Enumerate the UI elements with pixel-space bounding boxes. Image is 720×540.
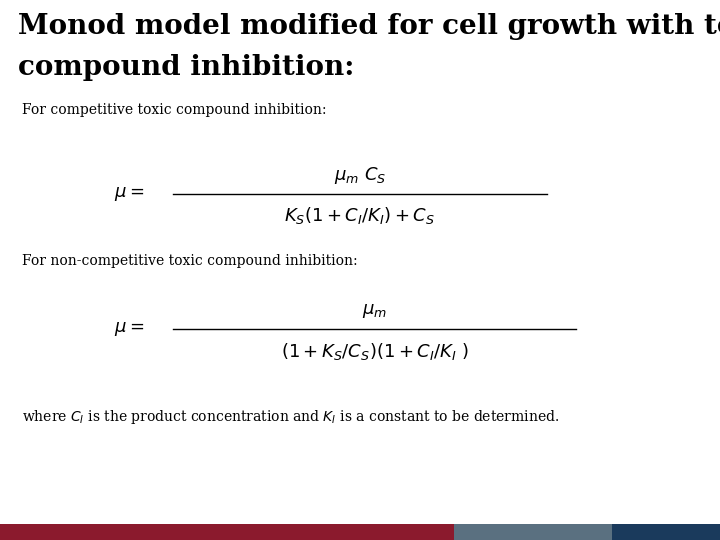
Text: $\mu =$: $\mu =$ [114,185,144,204]
Text: where $C_I$ is the product concentration and $K_I$ is a constant to be determine: where $C_I$ is the product concentration… [22,408,559,426]
Text: For non-competitive toxic compound inhibition:: For non-competitive toxic compound inhib… [22,254,357,268]
Text: $\mu_m$: $\mu_m$ [362,301,387,320]
Text: Monod model modified for cell growth with toxic: Monod model modified for cell growth wit… [18,14,720,40]
Text: compound inhibition:: compound inhibition: [18,54,354,81]
Text: For competitive toxic compound inhibition:: For competitive toxic compound inhibitio… [22,103,326,117]
Bar [0,524,454,540]
Bar [454,524,612,540]
Text: $(1 + K_S/C_S)(1 + C_I/K_I\ )$: $(1 + K_S/C_S)(1 + C_I/K_I\ )$ [281,341,468,361]
Bar [612,524,720,540]
Text: $\mu =$: $\mu =$ [114,320,144,339]
Text: $\mu_m\ C_S$: $\mu_m\ C_S$ [334,165,386,186]
Text: $K_S(1 + C_I/K_I) + C_S$: $K_S(1 + C_I/K_I) + C_S$ [284,206,436,226]
